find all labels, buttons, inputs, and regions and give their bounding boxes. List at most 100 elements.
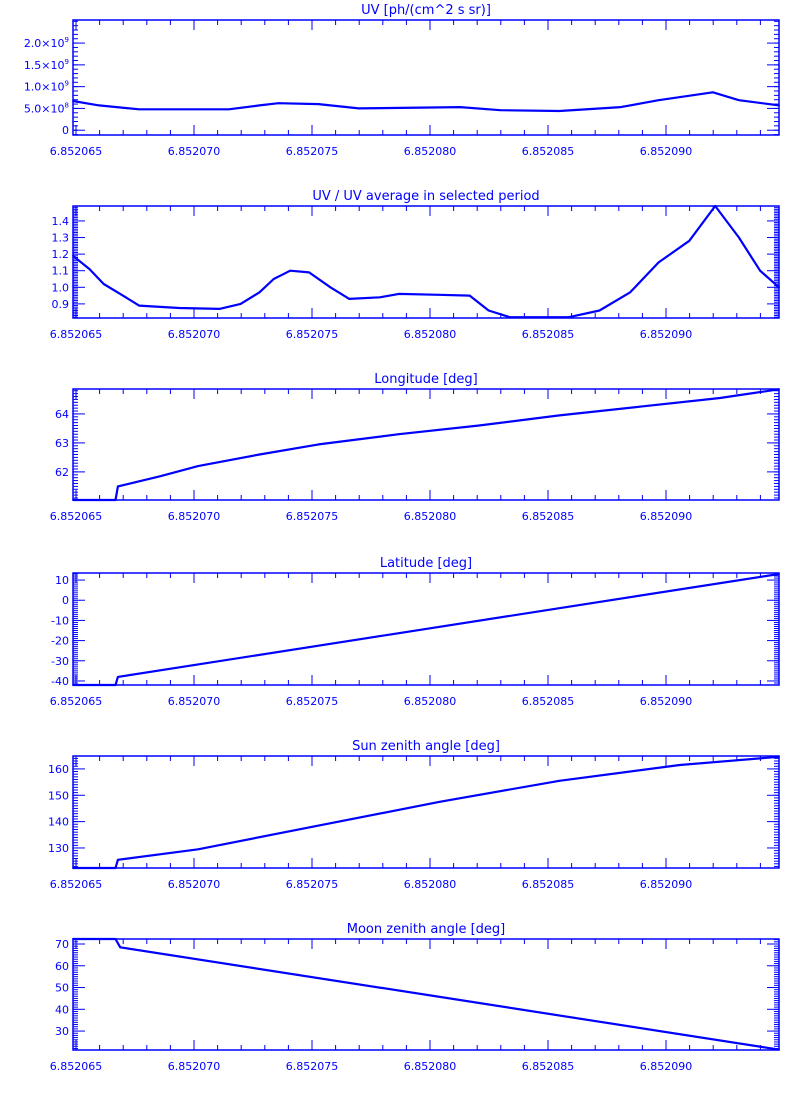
- y-tick-label: 0.9: [52, 298, 70, 311]
- y-tick-label: 1.1: [52, 265, 70, 278]
- y-tick-mantissa: 1.0×10: [24, 81, 65, 94]
- x-tick-label: 6.852070: [168, 695, 221, 708]
- data-point: [227, 108, 230, 111]
- data-point: [72, 100, 74, 102]
- data-point: [759, 269, 762, 272]
- y-tick-mantissa: 1.3: [52, 232, 70, 245]
- y-tick-mantissa: 1.0: [52, 281, 70, 294]
- y-tick-label: 0: [62, 124, 69, 137]
- y-tick-label: 62: [55, 466, 69, 479]
- y-tick-mantissa: 5.0×10: [24, 102, 65, 115]
- data-point: [508, 316, 511, 319]
- x-tick-label: 6.852085: [522, 510, 575, 523]
- data-series-line: [72, 91, 780, 113]
- x-tick-label: 6.852090: [640, 695, 693, 708]
- x-tick-label: 6.852085: [522, 145, 575, 158]
- data-point: [102, 283, 105, 285]
- data-point: [459, 106, 462, 109]
- data-point: [272, 278, 275, 280]
- data-point: [397, 433, 400, 436]
- y-tick-label: 5.0×108: [24, 101, 69, 115]
- data-point: [72, 938, 74, 940]
- data-point: [197, 848, 200, 851]
- y-tick-label: 1.5×109: [24, 58, 69, 72]
- y-tick-mantissa: -30: [51, 655, 69, 668]
- panel-title: UV [ph/(cm^2 s sr)]: [361, 3, 491, 18]
- x-tick-label: 6.852065: [50, 145, 103, 158]
- data-point: [218, 307, 221, 310]
- data-point: [778, 388, 780, 391]
- data-point: [72, 499, 74, 501]
- y-tick-label: 40: [55, 1003, 69, 1016]
- x-tick-label: 6.852075: [286, 1060, 339, 1073]
- panel-6: Moon zenith angle [deg] 6.852065 6.852070 6…: [50, 922, 780, 1073]
- data-point: [258, 291, 261, 294]
- panel-title: Moon zenith angle [deg]: [347, 922, 505, 937]
- y-tick-label: 1.0: [52, 281, 70, 294]
- data-point: [657, 261, 660, 264]
- y-tick-exponent: 9: [65, 58, 69, 66]
- data-point: [348, 298, 351, 300]
- x-tick-label: 6.852085: [522, 1060, 575, 1073]
- data-point: [317, 824, 320, 827]
- x-tick-label: 6.852085: [522, 695, 575, 708]
- data-point: [308, 271, 311, 274]
- data-point: [778, 1048, 780, 1051]
- x-tick-label: 6.852080: [404, 695, 457, 708]
- y-tick-mantissa: 10: [55, 574, 69, 587]
- y-tick-mantissa: 40: [55, 1003, 69, 1016]
- y-tick-mantissa: 30: [55, 1025, 69, 1038]
- x-tick-label: 6.852085: [522, 328, 575, 341]
- y-tick-mantissa: 0.9: [52, 298, 70, 311]
- data-point: [629, 291, 632, 294]
- data-point: [558, 414, 561, 417]
- data-point: [598, 309, 601, 312]
- data-point: [438, 293, 440, 296]
- data-point: [138, 108, 141, 111]
- plot-frame: [72, 388, 780, 501]
- x-tick-label: 6.852070: [168, 1060, 221, 1073]
- data-point: [277, 102, 280, 105]
- panel-title: UV / UV average in selected period: [312, 189, 539, 204]
- x-tick-label: 6.852090: [640, 328, 693, 341]
- data-point: [558, 110, 561, 112]
- y-tick-mantissa: 140: [48, 816, 69, 829]
- x-tick-label: 6.852090: [640, 1060, 693, 1073]
- data-point: [714, 205, 717, 207]
- data-point: [478, 424, 481, 427]
- data-point: [778, 286, 780, 289]
- data-point: [657, 99, 660, 102]
- y-tick-mantissa: 1.1: [52, 265, 70, 278]
- x-tick-label: 6.852080: [404, 878, 457, 891]
- y-tick-label: 130: [48, 842, 69, 855]
- y-tick-mantissa: -10: [51, 614, 69, 627]
- panel-4: Latitude [deg] 6.852065 6.852070 6.852075 6.…: [50, 556, 780, 708]
- y-tick-mantissa: 62: [55, 466, 69, 479]
- y-tick-label: 1.4: [52, 215, 70, 228]
- data-point: [619, 106, 622, 109]
- data-point: [737, 99, 740, 102]
- x-tick-label: 6.852065: [50, 1060, 103, 1073]
- data-point: [114, 938, 117, 940]
- plot-frame: [72, 19, 780, 136]
- x-tick-label: 6.852075: [286, 328, 339, 341]
- data-point: [778, 755, 780, 758]
- data-point: [119, 293, 122, 295]
- y-tick-label: -30: [51, 655, 69, 668]
- x-tick-label: 6.852080: [404, 1060, 457, 1073]
- y-tick-label: 50: [55, 982, 69, 995]
- x-tick-label: 6.852090: [640, 145, 693, 158]
- y-tick-label: 140: [48, 816, 69, 829]
- y-tick-mantissa: -20: [51, 635, 69, 648]
- plot-frame: [72, 755, 780, 869]
- data-point: [178, 307, 181, 309]
- y-tick-label: 1.0×109: [24, 80, 69, 94]
- y-tick-label: 1.3: [52, 232, 70, 245]
- y-tick-mantissa: 130: [48, 842, 69, 855]
- y-tick-label: 160: [48, 763, 69, 776]
- x-tick-label: 6.852070: [168, 328, 221, 341]
- panel-2: UV / UV average in selected period 6.8520…: [50, 189, 780, 341]
- y-tick-exponent: 8: [65, 101, 69, 109]
- x-tick-label: 6.852080: [404, 510, 457, 523]
- data-point: [197, 465, 200, 467]
